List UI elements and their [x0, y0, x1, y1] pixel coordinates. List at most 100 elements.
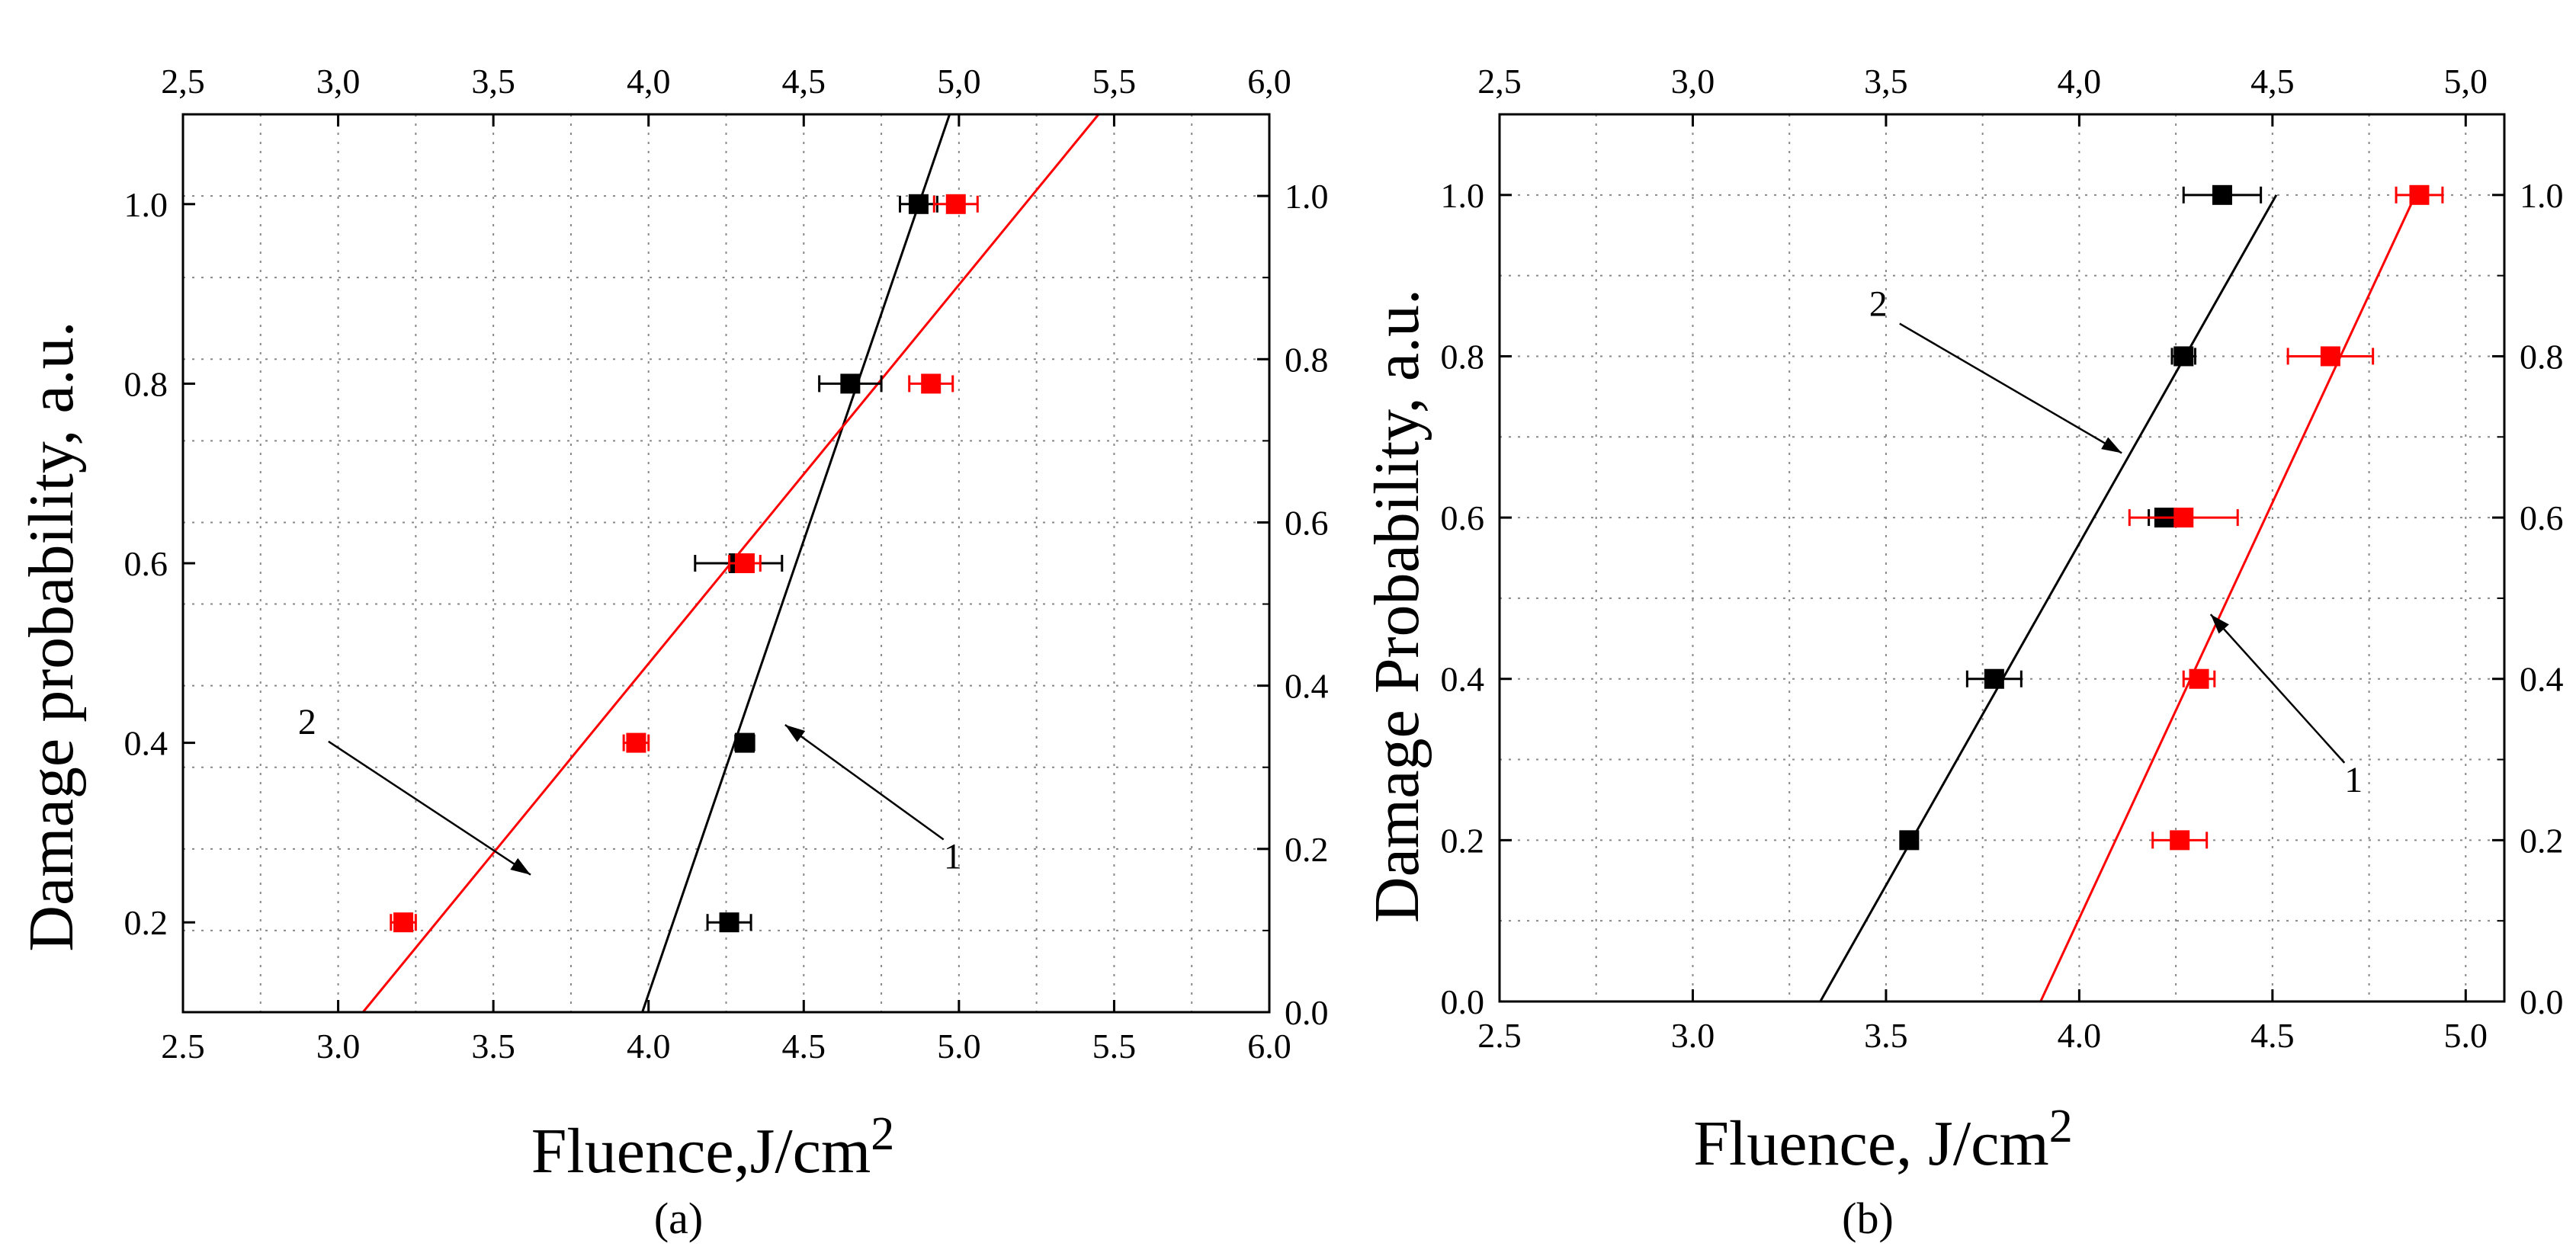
panel-b-fit-line-red	[2039, 194, 2417, 1002]
panel-a-data-point-red	[626, 732, 646, 753]
panel-b-x-tick-label: 3.0	[1671, 1016, 1715, 1055]
panel-b-plot-frame	[1498, 113, 2506, 1003]
panel-a-x-ticks-top: 2,5 3,0 3,5 4,0 4,5 5,0 5,5 6,0	[161, 62, 1291, 127]
panel-b-data-point-black	[2212, 184, 2232, 205]
panel-a-x-top-tick-label: 2,5	[161, 62, 205, 101]
panel-b-data-point-red	[2189, 668, 2209, 689]
panel-a-x-tick-label: 3.0	[316, 1027, 361, 1066]
panel-b-y-ticks: 0.0 0.2 0.4 0.6 0.8 1.0	[1441, 176, 1512, 1021]
panel-b-annotations: 21	[1869, 284, 2363, 800]
panel-a: 21 2.5 3.0 3.5 4.0 4.5 5.0 5.5 6.0 2,5 3,0 3,5 4,0…	[16, 62, 1329, 1243]
panel-a-x-top-tick-label: 3,5	[471, 62, 515, 101]
panel-b-y-right-tick-label: 0.0	[2520, 982, 2564, 1021]
panel-a-annotation-label: 1	[944, 837, 962, 877]
panel-a-y-right-tick-label: 0.4	[1285, 667, 1329, 706]
panel-b-y-tick-label: 0.6	[1441, 498, 1485, 537]
panel-a-y-ticks-right: 0.0 0.2 0.4 0.6 0.8 1.0	[1257, 114, 1329, 1032]
panel-b-y-ticks-right: 0.0 0.2 0.4 0.6 0.8 1.0	[2492, 114, 2564, 1021]
panel-b-label: (b)	[1842, 1194, 1894, 1243]
panel-a-y-ticks: 0.2 0.4 0.6 0.8 1.0	[124, 185, 195, 942]
panel-b-y-tick-label: 0.0	[1441, 982, 1485, 1021]
panel-a-y-tick-label: 0.6	[124, 544, 168, 583]
panel-a-x-axis-title: Fluence,J/cm2	[531, 1108, 895, 1187]
panel-a-y-tick-label: 1.0	[124, 185, 168, 224]
panel-a-y-right-tick-label: 0.6	[1285, 503, 1329, 542]
panel-b-x-top-tick-label: 4,0	[2058, 62, 2102, 101]
panel-a-y-right-tick-label: 0.2	[1285, 830, 1329, 869]
panel-a-data-point-red	[945, 194, 966, 214]
panel-b-grid	[1500, 114, 2504, 1001]
panel-a-data-point-black	[840, 373, 861, 394]
panel-a-x-ticks: 2.5 3.0 3.5 4.0 4.5 5.0 5.5 6.0	[161, 1000, 1291, 1066]
panel-a-data-point-black	[734, 732, 755, 753]
panel-b-x-top-tick-label: 4,5	[2250, 62, 2295, 101]
panel-b-y-tick-label: 0.2	[1441, 821, 1485, 860]
panel-a-data-point-red	[393, 912, 414, 933]
panel-b-x-top-tick-label: 3,5	[1864, 62, 1908, 101]
panel-b-data-point-black	[1984, 668, 2004, 689]
panel-a-y-right-tick-label: 0.0	[1285, 993, 1329, 1032]
panel-b-data-point-red	[2320, 346, 2340, 367]
panel-a-data-point-red	[921, 373, 942, 394]
panel-b-x-tick-label: 5.0	[2444, 1016, 2488, 1055]
panel-a-x-top-tick-label: 3,0	[316, 62, 361, 101]
panel-b-data-point-red	[2409, 184, 2430, 205]
panel-a-annotation-arrow-head	[784, 725, 806, 742]
panel-b-annotation-arrow-head	[2101, 437, 2122, 453]
panel-a-annotations: 21	[298, 702, 962, 877]
panel-b-y-tick-label: 0.4	[1441, 660, 1485, 699]
panel-a-fit-line-black	[641, 114, 951, 1013]
panel-a-x-tick-label: 3.5	[471, 1027, 515, 1066]
panel-a-x-tick-label: 4.0	[627, 1027, 671, 1066]
panel-a-data-point-black	[908, 194, 929, 214]
panel-b-annotation-arrow-line	[1899, 322, 2122, 454]
panel-b-x-tick-label: 3.5	[1864, 1016, 1908, 1055]
panel-a-data-point-black	[719, 912, 739, 933]
panel-a-y-tick-label: 0.4	[124, 724, 168, 763]
panel-a-annotation-arrow-line	[328, 740, 531, 876]
panel-a-annotation-arrow-head	[510, 857, 531, 875]
panel-b-y-tick-label: 0.8	[1441, 337, 1485, 376]
panel-a-x-tick-label: 5.5	[1092, 1027, 1137, 1066]
panel-b-x-tick-label: 4.0	[2058, 1016, 2102, 1055]
panel-a-x-top-tick-label: 4,5	[782, 62, 826, 101]
panel-a-annotation-label: 2	[298, 702, 316, 742]
panel-b-x-tick-label: 4.5	[2250, 1016, 2295, 1055]
panel-b-data-point-black	[1899, 830, 1920, 851]
panel-a-annotation-arrow-line	[784, 724, 945, 841]
panel-b-y-right-tick-label: 1.0	[2520, 176, 2564, 215]
panel-b: 21 2.5 3.0 3.5 4.0 4.5 5.0 2,5 3,0 3,5 4,0 4,5 5,0…	[1362, 62, 2564, 1243]
panel-a-y-right-tick-label: 0.8	[1285, 340, 1329, 379]
panel-b-y-tick-label: 1.0	[1441, 176, 1485, 215]
panel-b-y-right-tick-label: 0.6	[2520, 498, 2564, 537]
panel-b-annotation-arrow-line	[2209, 614, 2346, 764]
panel-b-data-point-red	[2170, 830, 2190, 851]
panel-b-data-point-red	[2173, 508, 2194, 528]
panel-b-x-top-tick-label: 5,0	[2444, 62, 2488, 101]
panel-b-x-axis-title: Fluence, J/cm2	[1693, 1101, 2073, 1179]
panel-a-data-point-red	[734, 553, 755, 573]
panel-a-y-axis-title: Damage probability, a.u.	[16, 321, 87, 951]
panel-b-x-top-tick-label: 2,5	[1477, 62, 1522, 101]
panel-a-y-tick-label: 0.2	[124, 903, 168, 942]
panel-b-y-right-tick-label: 0.2	[2520, 821, 2564, 860]
panel-a-x-tick-label: 6.0	[1247, 1027, 1291, 1066]
panel-a-label: (a)	[654, 1194, 703, 1243]
panel-b-annotation-label: 1	[2344, 760, 2363, 800]
panel-b-fit-line-black	[1819, 194, 2278, 1002]
panel-b-y-right-tick-label: 0.4	[2520, 660, 2564, 699]
panel-b-annotation-label: 2	[1869, 284, 1888, 325]
panel-a-x-top-tick-label: 5,0	[937, 62, 981, 101]
panel-a-x-tick-label: 5.0	[937, 1027, 981, 1066]
panel-b-data-point-black	[2173, 346, 2194, 367]
panel-b-fit-lines	[1819, 194, 2417, 1002]
panel-a-x-top-tick-label: 6,0	[1247, 62, 1291, 101]
panel-a-y-tick-label: 0.8	[124, 364, 168, 403]
panel-b-y-right-tick-label: 0.8	[2520, 337, 2564, 376]
panel-b-x-ticks-top: 2,5 3,0 3,5 4,0 4,5 5,0	[1477, 62, 2488, 127]
panel-a-data-points	[390, 194, 979, 933]
panel-a-x-top-tick-label: 4,0	[627, 62, 671, 101]
panel-b-x-top-tick-label: 3,0	[1671, 62, 1715, 101]
